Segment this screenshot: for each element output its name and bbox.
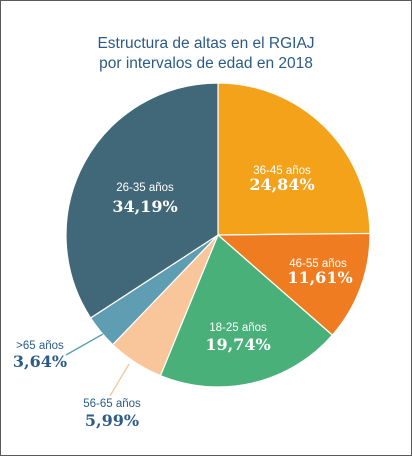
leader-line <box>65 333 104 356</box>
chart-title-line-1: Estructura de altas en el RGIAJ <box>97 35 315 52</box>
slice-label: 46-55 años <box>289 258 347 270</box>
slice-label: >65 años <box>16 340 64 352</box>
slice-value-label: 11,61% <box>287 268 352 287</box>
chart-title-line-2: por intervalos de edad en 2018 <box>99 55 313 72</box>
pie-slice-46-55-a-os <box>216 232 371 336</box>
slice-label: 26-35 años <box>116 182 174 194</box>
slice-value-label: 19,74% <box>205 335 270 354</box>
slice-value-label: 24,84% <box>249 175 314 194</box>
pie-slice-18-25-a-os <box>159 233 334 388</box>
slice-value-label: 34,19% <box>112 197 177 216</box>
pie-slice-26-35-a-os <box>65 82 219 319</box>
slice-label: 36-45 años <box>253 165 311 177</box>
chart-title: Estructura de altas en el RGIAJ por inte… <box>0 34 412 74</box>
slice-value-label: 5,99% <box>85 411 139 430</box>
slice-value-label: 3,64% <box>13 352 67 371</box>
pie-slice-36-45-a-os <box>217 82 371 236</box>
leader-line <box>109 363 130 397</box>
slice-label: 18-25 años <box>209 322 267 334</box>
slice-label: 56-65 años <box>83 398 141 410</box>
